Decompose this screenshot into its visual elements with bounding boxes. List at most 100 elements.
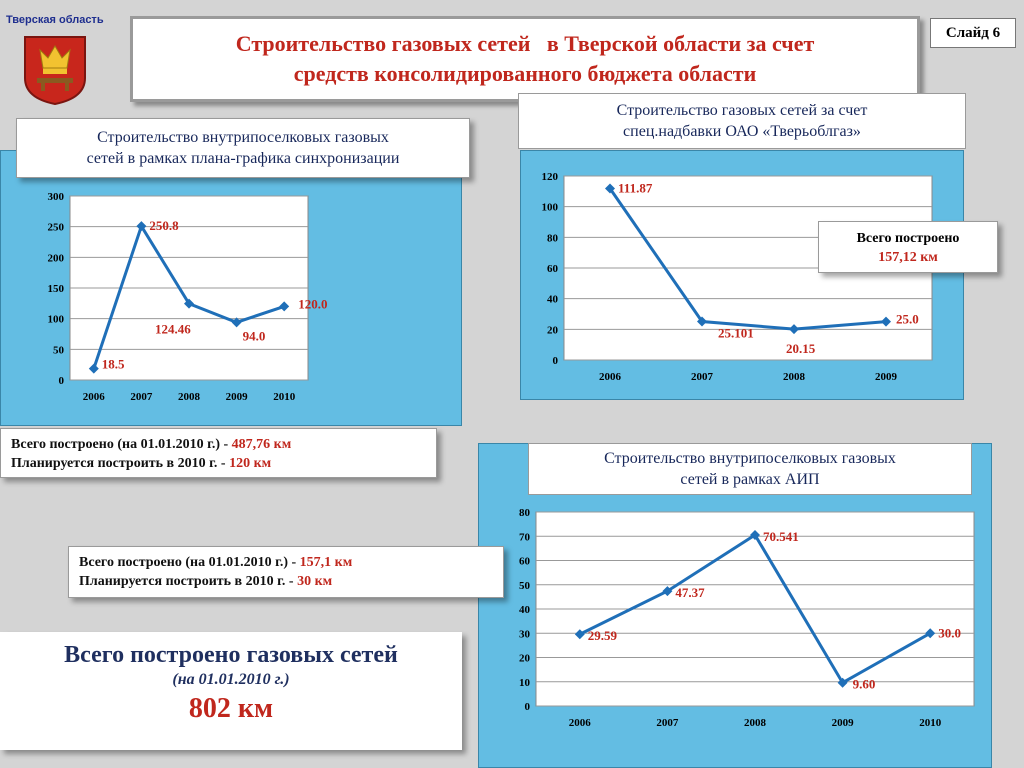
- y-tick-label: 100: [48, 314, 65, 326]
- info2-box: Всего построено 157,12 км: [818, 221, 998, 273]
- y-tick-label: 80: [519, 507, 531, 519]
- info1-box: Всего построено (на 01.01.2010 г.) - 487…: [0, 428, 437, 478]
- x-tick-label: 2008: [783, 371, 806, 383]
- data-point: [88, 363, 99, 374]
- region-label: Тверская область: [6, 14, 104, 26]
- total-line2: (на 01.01.2010 г.): [172, 671, 290, 688]
- x-tick-label: 2009: [832, 717, 855, 729]
- y-tick-label: 250: [48, 222, 65, 234]
- data-label: 47.37: [675, 585, 705, 600]
- data-label: 20.15: [786, 341, 816, 356]
- x-tick-label: 2007: [130, 391, 153, 403]
- y-tick-label: 60: [547, 263, 559, 275]
- y-tick-label: 40: [519, 604, 531, 616]
- data-label: 120.0: [298, 296, 327, 311]
- x-tick-label: 2007: [656, 717, 679, 729]
- data-point: [279, 301, 290, 312]
- y-tick-label: 150: [48, 283, 65, 295]
- y-tick-label: 0: [553, 355, 559, 367]
- chart3-title-line1: Строительство внутрипоселковых газовых: [604, 450, 896, 467]
- y-tick-label: 10: [519, 677, 531, 689]
- data-label: 25.0: [896, 312, 919, 327]
- data-label: 124.46: [155, 322, 191, 337]
- info3-planned-text: Планируется построить в 2010 г. -: [79, 574, 298, 589]
- x-tick-label: 2006: [83, 391, 106, 403]
- x-tick-label: 2006: [569, 717, 592, 729]
- y-tick-label: 50: [519, 580, 531, 592]
- chart2-title: Строительство газовых сетей за счет спец…: [518, 93, 966, 149]
- x-tick-label: 2010: [273, 391, 296, 403]
- y-tick-label: 70: [519, 531, 531, 543]
- total-line1: Всего построено газовых сетей: [64, 642, 398, 668]
- data-point: [574, 629, 585, 640]
- info1-built-value: 487,76 км: [231, 437, 292, 452]
- chart1-title-line1: Строительство внутрипоселковых газовых: [97, 129, 389, 146]
- x-tick-label: 2008: [178, 391, 201, 403]
- total-box: Всего построено газовых сетей (на 01.01.…: [0, 632, 462, 750]
- y-tick-label: 0: [525, 701, 531, 713]
- data-point: [925, 628, 936, 639]
- data-point: [231, 317, 242, 328]
- data-point: [605, 183, 615, 194]
- total-value: 802 км: [188, 693, 274, 724]
- data-point: [750, 529, 760, 540]
- x-tick-label: 2009: [226, 391, 249, 403]
- x-tick-label: 2009: [875, 371, 898, 383]
- data-point: [697, 316, 707, 327]
- chart3-title-line2: сетей в рамках АИП: [680, 471, 820, 488]
- coat-of-arms-icon: [22, 34, 88, 106]
- y-tick-label: 40: [547, 294, 559, 306]
- chart3: 0 10 20 30 40 50 60 70 80 2006 2007 2008 2009 2010 29.…: [519, 507, 975, 729]
- y-tick-label: 80: [547, 232, 559, 244]
- info3-planned-value: 30 км: [297, 574, 333, 589]
- data-label: 18.5: [102, 357, 125, 372]
- data-label: 29.59: [588, 628, 618, 643]
- y-tick-label: 100: [542, 202, 559, 214]
- slide-title-line1: Строительство газовых сетей в Тверской о…: [235, 31, 815, 56]
- x-tick-label: 2010: [919, 717, 942, 729]
- series-line: [608, 187, 887, 331]
- data-label: 111.87: [618, 180, 653, 195]
- y-tick-label: 20: [519, 653, 531, 665]
- slide-title: Строительство газовых сетей в Тверской о…: [130, 16, 920, 102]
- data-label: 9.60: [853, 677, 876, 692]
- data-point: [136, 221, 147, 232]
- info3-box: Всего построено (на 01.01.2010 г.) - 157…: [68, 546, 504, 598]
- data-label: 30.0: [938, 625, 961, 640]
- info3-built-value: 157,1 км: [299, 555, 353, 570]
- data-point: [881, 316, 891, 327]
- slide-number: Слайд 6: [930, 18, 1016, 48]
- x-tick-label: 2007: [691, 371, 714, 383]
- y-tick-label: 20: [547, 324, 559, 336]
- data-label: 25.101: [718, 326, 754, 341]
- data-label: 250.8: [149, 218, 179, 233]
- x-tick-label: 2006: [599, 371, 622, 383]
- info2-line2: 157,12 км: [878, 250, 938, 265]
- info1-planned-value: 120 км: [229, 456, 272, 471]
- data-label: 70.541: [763, 529, 799, 544]
- data-point: [837, 677, 848, 688]
- y-tick-label: 0: [59, 375, 65, 387]
- data-point: [662, 586, 673, 597]
- y-tick-label: 60: [519, 556, 531, 568]
- chart3-title: Строительство внутрипоселковых газовых с…: [528, 443, 972, 495]
- chart1-title-line2: сетей в рамках плана-графика синхронизац…: [86, 150, 400, 167]
- x-tick-label: 2008: [744, 717, 767, 729]
- data-label: 94.0: [243, 328, 266, 343]
- y-tick-label: 30: [519, 628, 531, 640]
- chart1: 0 50 100 150 200 250 300 2006 2007 2008 2009 2010 18…: [48, 191, 328, 403]
- data-point: [184, 298, 194, 309]
- y-tick-label: 50: [53, 344, 65, 356]
- y-tick-label: 300: [48, 191, 65, 203]
- info3-built-text: Всего построено (на 01.01.2010 г.) -: [79, 555, 300, 570]
- slide-title-line2: средств консолидированного бюджета облас…: [293, 61, 757, 86]
- info1-built-text: Всего построено (на 01.01.2010 г.) -: [11, 437, 232, 452]
- y-tick-label: 120: [542, 171, 559, 183]
- info2-line1: Всего построено: [856, 231, 960, 246]
- chart2-title-line2: спец.надбавки ОАО «Тверьоблгаз»: [623, 123, 861, 140]
- chart2: 0 20 40 60 80 100 120 2006 2007 2008 2009 111.87 25.…: [542, 171, 933, 383]
- data-point: [789, 324, 799, 335]
- info1-planned-text: Планируется построить в 2010 г. -: [11, 456, 230, 471]
- y-tick-label: 200: [48, 252, 65, 264]
- chart2-title-line1: Строительство газовых сетей за счет: [616, 102, 868, 119]
